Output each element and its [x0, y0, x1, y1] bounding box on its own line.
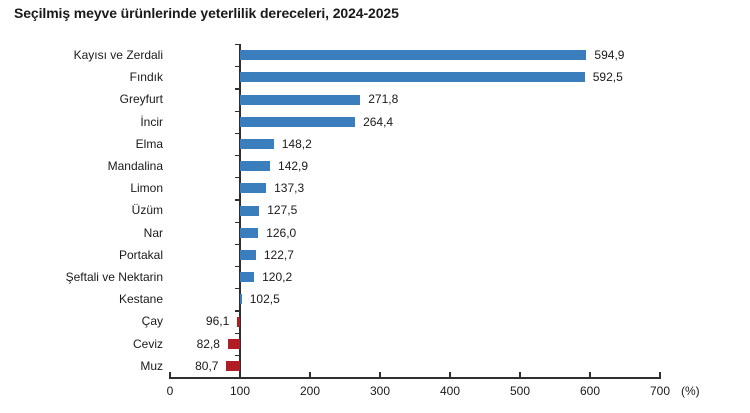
value-label: 126,0 — [266, 225, 297, 240]
value-label: 142,9 — [278, 159, 309, 173]
category-label: Şeftali ve Nektarin — [65, 270, 163, 284]
category-axis-tick — [234, 155, 240, 157]
category-label: Nar — [143, 225, 163, 240]
category-axis-tick — [234, 199, 240, 201]
x-axis-tick — [519, 372, 521, 377]
value-label: 148,2 — [281, 136, 312, 151]
x-axis-tick — [169, 372, 171, 377]
category-label: Mandalina — [107, 159, 163, 173]
bar — [237, 316, 240, 327]
bar — [240, 94, 361, 105]
category-axis-tick — [234, 66, 240, 68]
bar — [240, 72, 585, 83]
category-axis-tick — [234, 88, 240, 90]
bar — [240, 294, 242, 305]
chart-title: Seçilmiş meyve ürünlerinde yeterlilik de… — [14, 5, 399, 21]
value-label: 127,5 — [267, 203, 298, 218]
x-axis-tick-label: 600 — [579, 384, 601, 398]
bar — [240, 227, 259, 238]
category-axis-tick — [234, 266, 240, 268]
category-label: Greyfurt — [119, 92, 163, 107]
value-label: 592,5 — [592, 70, 623, 85]
category-axis-tick — [234, 243, 240, 245]
category-label: Kayısı ve Zerdali — [73, 48, 163, 62]
category-axis-tick — [234, 288, 240, 290]
category-label: İncir — [140, 114, 163, 129]
bar — [226, 360, 240, 371]
value-label: 102,5 — [249, 292, 280, 307]
x-axis-tick — [309, 372, 311, 377]
value-label: 122,7 — [263, 247, 294, 262]
x-axis-tick — [239, 372, 241, 377]
bar — [227, 338, 240, 349]
x-axis-tick — [589, 372, 591, 377]
category-label: Üzüm — [131, 203, 163, 218]
category-axis-tick — [234, 110, 240, 112]
x-axis-tick — [379, 372, 381, 377]
category-label: Muz — [140, 358, 163, 373]
x-axis-tick-label: 100 — [229, 384, 251, 398]
bar — [240, 272, 255, 283]
category-axis-tick — [234, 132, 240, 134]
x-axis-tick — [449, 372, 451, 377]
value-label: 82,8 — [196, 336, 220, 351]
x-axis-tick-label: 400 — [439, 384, 461, 398]
category-label: Çay — [141, 314, 163, 329]
category-axis-tick — [234, 221, 240, 223]
bar — [240, 161, 271, 172]
x-axis-tick-label: 500 — [509, 384, 531, 398]
bar — [240, 138, 274, 149]
x-axis-tick-label: 300 — [369, 384, 391, 398]
bar — [240, 205, 260, 216]
category-label: Fındık — [129, 70, 163, 85]
category-axis-tick — [234, 44, 240, 46]
category-axis-tick — [234, 332, 240, 334]
category-label: Limon — [130, 181, 163, 196]
x-axis-tick-label: 700 — [649, 384, 671, 398]
bar — [240, 183, 267, 194]
x-axis-tick-label: 200 — [299, 384, 321, 398]
category-label: Kestane — [118, 292, 163, 307]
category-axis-tick — [234, 310, 240, 312]
category-axis-tick — [234, 177, 240, 179]
value-label: 137,3 — [274, 181, 305, 196]
x-axis-line — [169, 377, 661, 379]
bar — [240, 249, 256, 260]
value-label: 594,9 — [594, 48, 625, 62]
value-label: 264,4 — [363, 114, 394, 129]
value-label: 120,2 — [262, 270, 293, 284]
bar — [240, 50, 587, 61]
value-label: 96,1 — [205, 314, 230, 329]
value-label: 271,8 — [368, 92, 399, 107]
x-axis-tick-label: 0 — [166, 384, 174, 398]
value-label: 80,7 — [195, 358, 219, 373]
category-axis-tick — [234, 354, 240, 356]
axis-unit-label: (%) — [681, 384, 700, 398]
category-label: Elma — [135, 136, 163, 151]
x-axis-tick — [659, 372, 661, 377]
bar — [240, 116, 356, 127]
category-label: Portakal — [118, 247, 163, 262]
category-label: Ceviz — [132, 336, 163, 351]
